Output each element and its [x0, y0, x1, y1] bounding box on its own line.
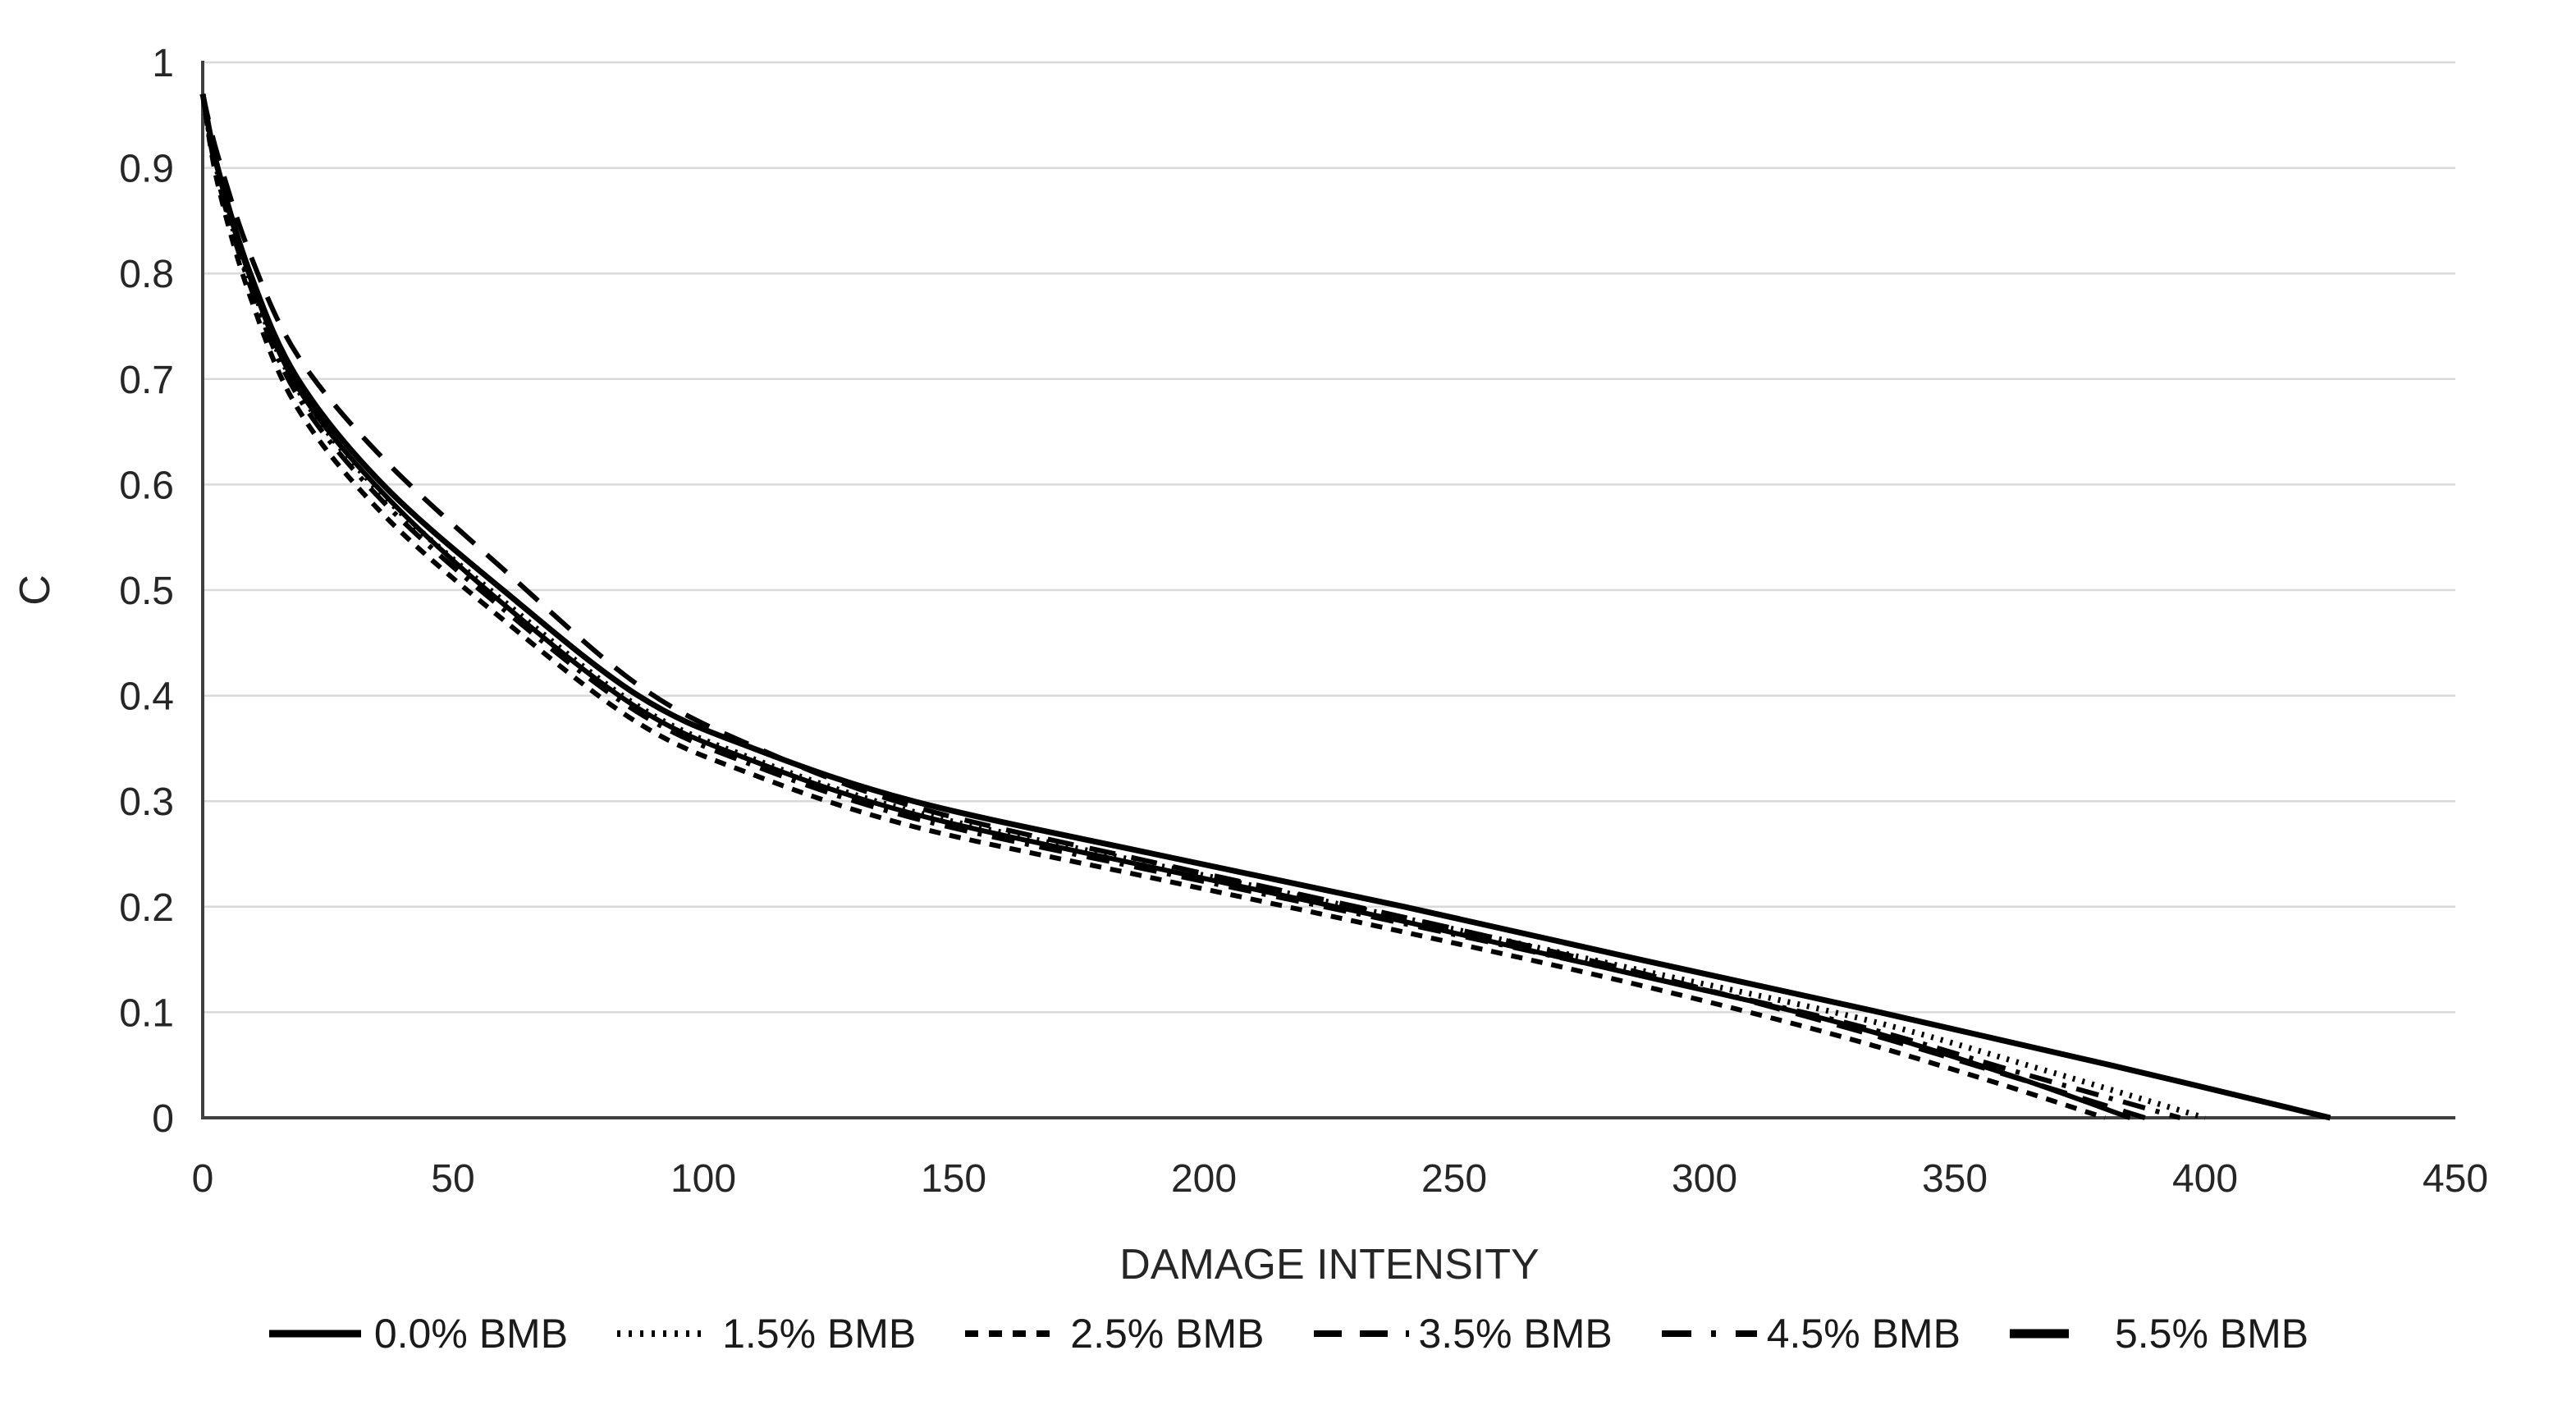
legend-label: 4.5% BMB — [1766, 1311, 1961, 1357]
x-tick-label-250: 250 — [1421, 1157, 1487, 1201]
legend-label: 5.5% BMB — [2114, 1311, 2309, 1357]
legend-item-2-5-bmb: 2.5% BMB — [963, 1310, 1265, 1357]
legend-label: 1.5% BMB — [722, 1311, 917, 1357]
y-axis-title: C — [11, 574, 59, 606]
y-tick-label-0.9: 0.9 — [119, 148, 174, 191]
y-tick-label-0.1: 0.1 — [119, 991, 174, 1035]
axes — [201, 61, 2455, 1119]
y-tick-label-0.8: 0.8 — [119, 253, 174, 296]
y-tick-label-0.7: 0.7 — [119, 359, 174, 402]
x-tick-label-400: 400 — [2172, 1157, 2238, 1201]
y-tick-label-0.3: 0.3 — [119, 780, 174, 824]
legend-label: 2.5% BMB — [1070, 1311, 1265, 1357]
x-axis-title: DAMAGE INTENSITY — [1119, 1241, 1539, 1289]
line-4-5-bmb — [200, 94, 2181, 1120]
legend-label: 0.0% BMB — [373, 1311, 569, 1357]
y-tick-label-1: 1 — [152, 42, 174, 85]
legend-item-3-5-bmb: 3.5% BMB — [1312, 1310, 1613, 1357]
legend-item-0-0-bmb: 0.0% BMB — [268, 1310, 568, 1357]
x-tick-label-350: 350 — [1922, 1157, 1988, 1201]
x-tick-label-450: 450 — [2423, 1157, 2488, 1201]
gridlines — [203, 61, 2455, 1014]
y-tick-label-0.2: 0.2 — [119, 886, 174, 930]
legend-line-icon-dash — [965, 1330, 1056, 1337]
x-tick-label-0: 0 — [192, 1157, 214, 1201]
line-0-0-bmb — [199, 93, 2331, 1121]
x-tick-label-150: 150 — [921, 1157, 986, 1201]
legend-line-icon-dash-dot — [1661, 1330, 1757, 1337]
x-tick-label-300: 300 — [1672, 1157, 1737, 1201]
legend-line-icon-long-dash — [1313, 1330, 1409, 1337]
tick-labels: 0 50 100 150 200 250 300 350 400 450 0 0.1 0.2 0.3 0.4… — [119, 42, 2488, 1201]
line-5-5-bmb — [200, 94, 2131, 1120]
x-tick-label-200: 200 — [1171, 1157, 1237, 1201]
y-tick-label-0: 0 — [152, 1097, 174, 1141]
legend-item-4-5-bmb: 4.5% BMB — [1660, 1310, 1961, 1357]
legend-label: 3.5% BMB — [1418, 1311, 1613, 1357]
legend-line-icon-solid — [2009, 1329, 2069, 1339]
y-tick-label-0.6: 0.6 — [119, 464, 174, 507]
legend-line-icon-dotted — [617, 1330, 703, 1337]
legend-line-icon-solid — [268, 1330, 361, 1338]
legend-item-1-5-bmb: 1.5% BMB — [615, 1310, 916, 1357]
series-lines — [199, 93, 2331, 1121]
chart-legend: 0.0% BMB 1.5% BMB 2.5% BMB 3.5% BMB 4.5% BMB… — [0, 1310, 2576, 1357]
y-tick-label-0.5: 0.5 — [119, 570, 174, 613]
line-2-5-bmb — [200, 94, 2106, 1120]
x-tick-label-100: 100 — [670, 1157, 736, 1201]
y-tick-label-0.4: 0.4 — [119, 675, 174, 719]
line-3-5-bmb — [200, 93, 2146, 1120]
x-tick-label-50: 50 — [431, 1157, 474, 1201]
legend-item-5-5-bmb: 5.5% BMB — [2008, 1310, 2308, 1357]
